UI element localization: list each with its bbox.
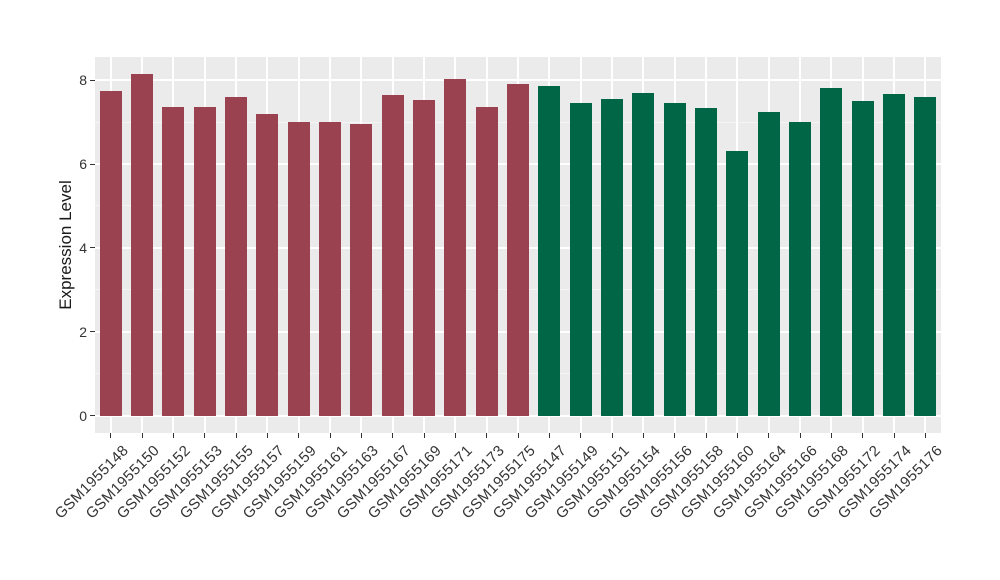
x-tick-mark xyxy=(235,433,237,438)
y-tick-mark xyxy=(90,163,95,165)
x-tick-mark xyxy=(642,433,644,438)
bar-GSM1955176 xyxy=(914,96,937,416)
x-tick-mark xyxy=(454,433,456,438)
bar-GSM1955153 xyxy=(193,107,216,416)
x-tick-mark xyxy=(360,433,362,438)
bar-GSM1955164 xyxy=(757,111,780,416)
bar-GSM1955175 xyxy=(507,84,529,416)
x-tick-mark xyxy=(110,433,112,438)
bar-GSM1955169 xyxy=(413,100,435,416)
x-tick-mark xyxy=(768,433,770,438)
bar-GSM1955152 xyxy=(162,107,185,416)
bar-GSM1955163 xyxy=(350,124,373,416)
bar-GSM1955166 xyxy=(789,122,811,416)
bar-GSM1955173 xyxy=(475,106,498,416)
x-tick-mark xyxy=(204,433,206,438)
bar-GSM1955156 xyxy=(663,103,686,416)
bar-GSM1955174 xyxy=(883,93,905,416)
x-tick-mark xyxy=(893,433,895,438)
y-tick-mark xyxy=(90,415,95,417)
x-tick-mark xyxy=(799,433,801,438)
x-tick-mark xyxy=(298,433,300,438)
x-tick-mark xyxy=(830,433,832,438)
y-tick-label: 2 xyxy=(79,323,87,340)
x-tick-mark xyxy=(392,433,394,438)
bar-GSM1955172 xyxy=(851,101,874,416)
y-tick-label: 0 xyxy=(79,407,87,424)
x-tick-mark xyxy=(423,433,425,438)
plot-panel xyxy=(95,57,941,433)
x-tick-mark xyxy=(580,433,582,438)
bar-GSM1955167 xyxy=(381,94,404,416)
y-tick-label: 4 xyxy=(79,239,87,256)
bar-GSM1955148 xyxy=(99,90,122,416)
x-tick-mark xyxy=(674,433,676,438)
x-tick-mark xyxy=(486,433,488,438)
x-tick-mark xyxy=(736,433,738,438)
x-tick-mark xyxy=(548,433,550,438)
bar-GSM1955154 xyxy=(632,92,655,416)
bar-GSM1955168 xyxy=(820,88,843,416)
y-tick-mark xyxy=(90,247,95,249)
bar-GSM1955149 xyxy=(569,103,592,416)
bar-GSM1955147 xyxy=(538,86,561,416)
bar-GSM1955150 xyxy=(131,74,153,416)
x-tick-mark xyxy=(517,433,519,438)
x-tick-mark xyxy=(611,433,613,438)
x-tick-mark xyxy=(266,433,268,438)
bar-GSM1955157 xyxy=(256,114,279,416)
y-tick-label: 6 xyxy=(79,156,87,172)
x-tick-mark xyxy=(705,433,707,438)
bar-GSM1955161 xyxy=(319,122,341,416)
bar-GSM1955160 xyxy=(726,151,749,416)
bar-GSM1955155 xyxy=(225,96,247,416)
bar-GSM1955158 xyxy=(695,108,717,416)
x-tick-mark xyxy=(329,433,331,438)
x-tick-mark xyxy=(141,433,143,438)
bar-GSM1955159 xyxy=(287,122,310,416)
x-tick-mark xyxy=(924,433,926,438)
bar-GSM1955171 xyxy=(444,78,467,416)
x-tick-mark xyxy=(172,433,174,438)
bar-GSM1955151 xyxy=(601,98,623,416)
y-tick-label: 8 xyxy=(79,72,87,89)
y-tick-mark xyxy=(90,79,95,81)
x-tick-mark xyxy=(862,433,864,438)
y-tick-mark xyxy=(90,331,95,333)
